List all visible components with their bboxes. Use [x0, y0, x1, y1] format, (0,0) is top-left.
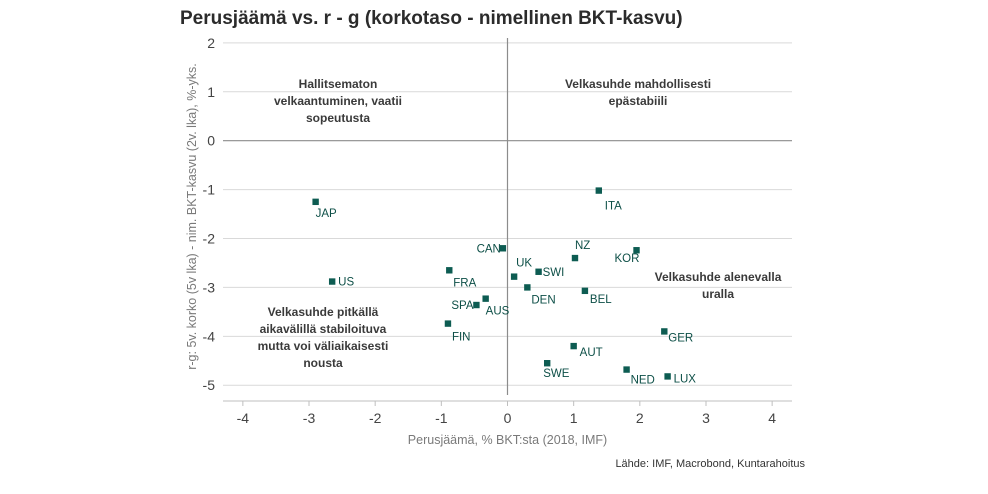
region-annotation: Velkasuhde alenevalla uralla: [655, 270, 782, 301]
point-label: FRA: [453, 277, 476, 289]
y-tick-label: -5: [203, 377, 216, 393]
point-label: FIN: [452, 332, 471, 344]
region-annotation-line: velkaantuminen, vaatii: [274, 94, 402, 108]
point-marker: [473, 301, 480, 309]
point-marker: [595, 187, 603, 194]
y-tick-label: -1: [203, 182, 216, 198]
point-marker: [570, 342, 577, 350]
x-tick-label: 0: [504, 410, 512, 426]
point-marker: [524, 284, 531, 291]
chart-title: Perusjäämä vs. r - g (korkotaso - nimell…: [180, 8, 683, 29]
point-marker: [623, 366, 630, 373]
region-annotation: Hallitsematon velkaantuminen, vaatii sopeu…: [274, 77, 402, 125]
region-annotation-line: epästabiili: [609, 94, 668, 108]
point-marker: [535, 268, 542, 275]
x-tick-label: -2: [369, 410, 382, 426]
point-marker: [510, 273, 518, 280]
y-tick-label: 2: [207, 35, 215, 51]
annotation-layer: Hallitsematon velkaantuminen, vaatii sopeu…: [258, 77, 782, 370]
point-marker: [661, 328, 668, 335]
x-tick-label: -3: [303, 410, 316, 426]
point-label: KOR: [615, 253, 640, 265]
point-label: BEL: [590, 294, 612, 306]
point-label: SPA: [451, 300, 473, 312]
y-tick-label: -4: [203, 328, 216, 344]
chart-source: Lähde: IMF, Macrobond, Kuntarahoitus: [615, 458, 805, 470]
x-axis-label: Perusjäämä, % BKT:sta (2018, IMF): [408, 433, 607, 447]
point-label: ITA: [605, 201, 622, 213]
x-tick-label: 2: [636, 410, 644, 426]
x-tick-label: -4: [237, 410, 250, 426]
y-tick-label: 0: [207, 133, 215, 149]
point-label: US: [338, 277, 354, 289]
point-marker: [446, 267, 453, 274]
points-layer: JAP US FRA FIN CAN UK SPA AUS DEN SWI NZ BEL ITA KOR A…: [312, 187, 697, 387]
point-label: JAP: [316, 208, 337, 220]
region-annotation-line: mutta voi väliaikaisesti: [258, 339, 389, 353]
y-axis-label: r-g: 5v. korko (5v lka) - nim. BKT-kasvu…: [185, 63, 199, 370]
point-marker: [633, 247, 640, 254]
point-label: SWE: [543, 368, 570, 380]
point-label: AUS: [486, 306, 510, 318]
x-tick-label: 3: [702, 410, 710, 426]
region-annotation: Velkasuhde mahdollisesti epästabiili: [565, 77, 711, 108]
y-tick-label: -3: [203, 279, 216, 295]
point-marker: [571, 254, 579, 262]
point-label: DEN: [531, 294, 555, 306]
y-tick-label: -2: [203, 231, 216, 247]
point-label: NED: [631, 375, 655, 387]
point-marker: [482, 295, 489, 302]
grid-layer: [223, 38, 792, 395]
point-marker: [444, 320, 452, 327]
point-marker: [312, 198, 319, 206]
point-label: LUX: [674, 373, 697, 385]
region-annotation-line: aikavälillä stabiloituva: [260, 322, 387, 336]
region-annotation-line: nousta: [303, 356, 343, 370]
y-tick-label: 1: [207, 84, 215, 100]
point-marker: [328, 278, 336, 285]
region-annotation-line: uralla: [702, 287, 734, 301]
x-tick-label: 1: [570, 410, 578, 426]
region-annotation-line: Velkasuhde alenevalla: [655, 270, 782, 284]
point-label: AUT: [580, 347, 603, 359]
point-marker: [499, 245, 507, 252]
x-tick-label: 4: [768, 410, 776, 426]
region-annotation-line: Velkasuhde pitkällä: [268, 305, 379, 319]
point-marker: [543, 360, 551, 367]
region-annotation-line: sopeutusta: [306, 111, 370, 125]
axis-layer: 2 1 0 -1 -2 -3 -4 -5 -4 -3 -2 -1 0 1 2 3 4 Perusjäämä, % …: [185, 35, 792, 447]
point-label: UK: [516, 258, 532, 270]
point-marker: [581, 287, 589, 295]
point-label: NZ: [575, 240, 590, 252]
region-annotation-line: Hallitsematon: [299, 77, 378, 91]
point-label: SWI: [543, 267, 565, 279]
point-label: CAN: [477, 243, 501, 255]
point-label: GER: [668, 332, 693, 344]
region-annotation-line: Velkasuhde mahdollisesti: [565, 77, 711, 91]
point-marker: [664, 373, 671, 380]
x-tick-label: -1: [435, 410, 448, 426]
region-annotation: Velkasuhde pitkällä aikavälillä stabiloit…: [258, 305, 389, 370]
